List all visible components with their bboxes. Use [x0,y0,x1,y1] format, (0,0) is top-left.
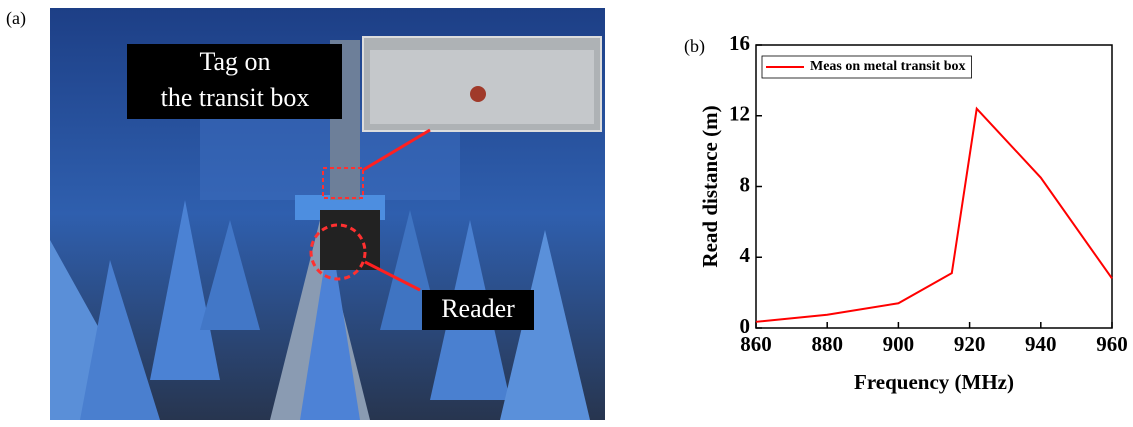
y-tick-label: 16 [729,31,750,55]
y-axis-label: Read distance (m) [698,105,722,267]
x-axis-label: Frequency (MHz) [854,370,1014,394]
plot-frame [756,45,1112,328]
photo-label: the transit box [161,83,310,112]
y-tick-label: 8 [740,172,751,196]
figure: (a) Tag on the transit box Reader (b) 86… [0,0,1133,422]
panel-label: (a) [6,8,26,29]
y-tick-label: 12 [729,102,750,126]
x-tick-label: 940 [1025,332,1057,356]
photo-label: Reader [441,294,515,323]
line [756,109,1112,322]
x-tick-label: 900 [883,332,915,356]
x-tick-label: 920 [954,332,986,356]
x-tick-label: 960 [1096,332,1128,356]
photo: Tag on the transit box Reader [50,8,605,420]
legend-label: Meas on metal transit box [810,59,966,74]
x-tick-label: 880 [811,332,843,356]
photo-label: Tag on [199,47,270,76]
y-tick-label: 0 [740,314,751,338]
y-tick-label: 4 [740,243,751,267]
panel-label: (b) [684,36,705,57]
